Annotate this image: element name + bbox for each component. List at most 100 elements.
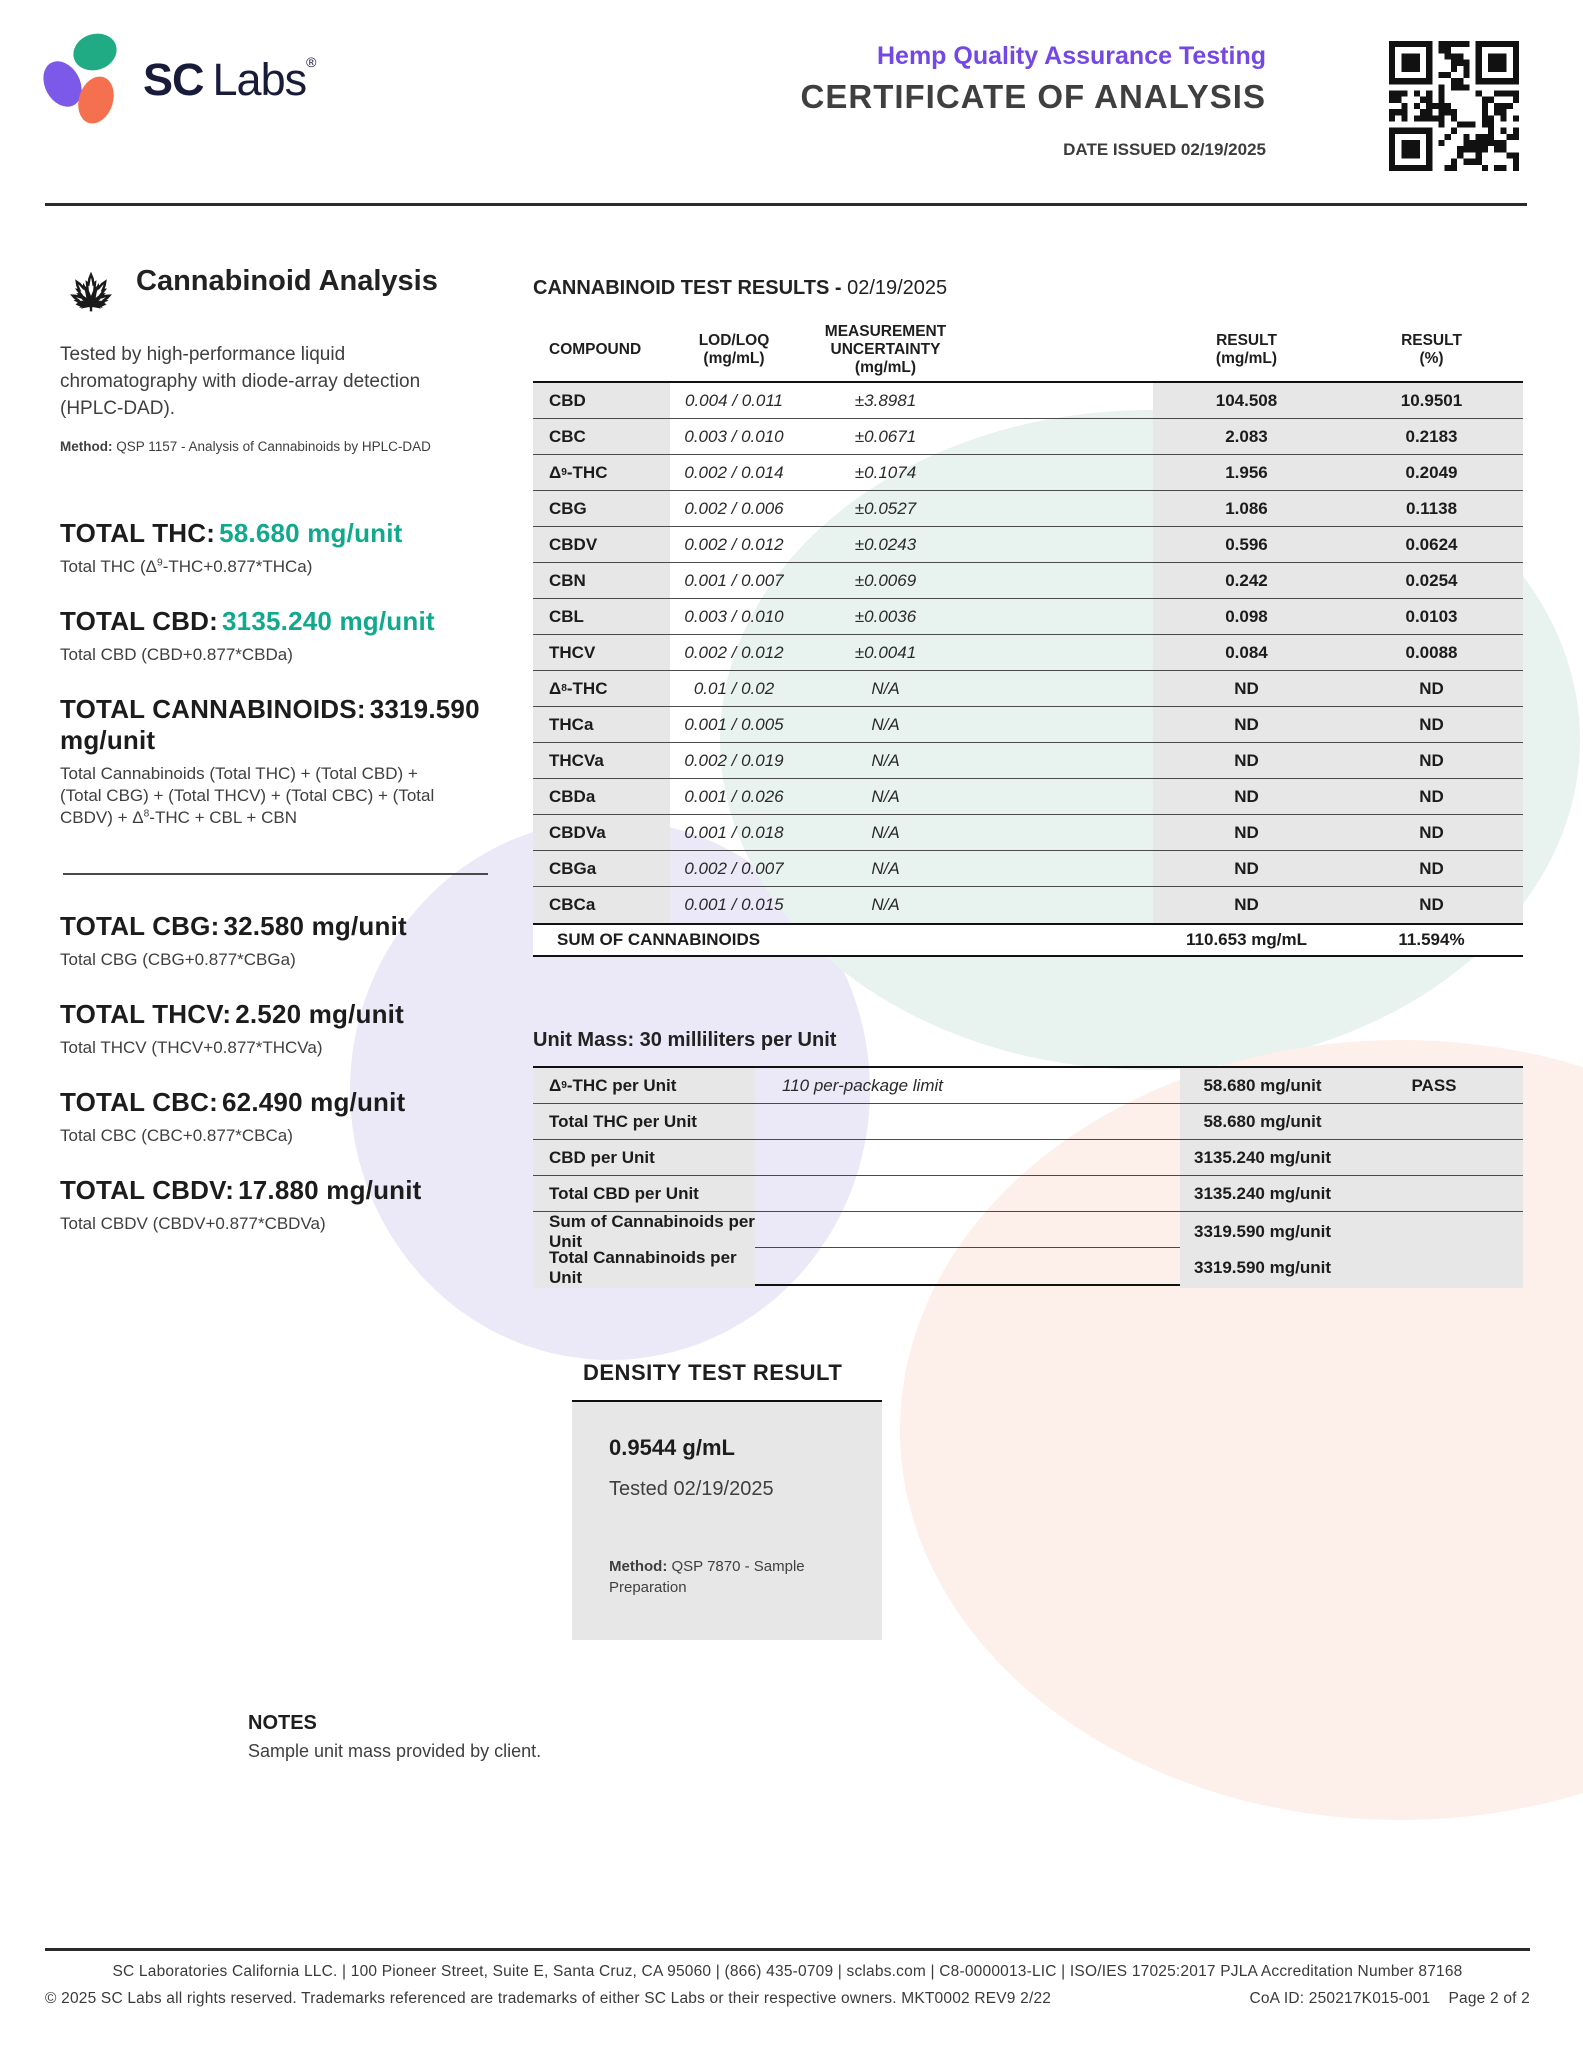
unit-label-cell: Δ 9 -THC per Unit [533,1068,755,1103]
unit-value-cell: 58.680 mg/unit [1180,1104,1345,1139]
result-row: CBDa 0.001 / 0.026 N/A ND ND [533,779,1523,815]
total-formula: Total CBC (CBC+0.877*CBCa) [60,1126,293,1145]
footer: SC Laboratories California LLC. | 100 Pi… [45,1948,1530,2008]
sclabs-logo-text: SC Labs® [143,54,316,106]
uncertainty-cell: ±0.0671 [854,426,917,446]
result-mg-cell: 1.086 [1153,491,1340,526]
spacer-cell [973,635,1153,670]
unit-status-cell [1345,1104,1523,1139]
spacer-cell [973,599,1153,634]
spacer-cell [973,815,1153,850]
lod-loq-cell: 0.002 / 0.007 [684,858,784,878]
total-heading: TOTAL CBG: 32.580 mg/unit [60,911,490,942]
column-header: LOD/LOQ (mg/mL) [698,332,770,367]
result-pct-cell: 10.9501 [1340,383,1523,418]
result-row: CBGa 0.002 / 0.007 N/A ND ND [533,851,1523,887]
sclabs-petals-icon [35,28,127,129]
total-value: 32.580 mg/unit [223,911,407,941]
sum-label: SUM OF CANNABINOIDS [557,930,761,949]
notes-section: NOTES Sample unit mass provided by clien… [248,1712,541,1762]
unit-label-cell: Total CBD per Unit [533,1176,755,1211]
total-heading: TOTAL THC: 58.680 mg/unit [60,518,490,549]
lod-loq-cell: 0.001 / 0.015 [684,895,784,914]
result-row: CBCa 0.001 / 0.015 N/A ND ND [533,887,1523,923]
result-pct-cell: ND [1340,851,1523,886]
result-row: Δ 9 -THC 0.002 / 0.014 ±0.1074 1.956 0.204… [533,455,1523,491]
compound-cell: THCa [533,707,670,742]
sclabs-logo: SC Labs® [35,28,316,129]
total-label: TOTAL THCV: [60,999,232,1029]
column-header: COMPOUND [549,341,642,358]
analysis-description: Tested by high-performance liquid chroma… [60,344,421,419]
column-header: RESULT (%) [1401,332,1462,367]
total-heading: TOTAL CBDV: 17.880 mg/unit [60,1175,490,1206]
lod-loq-cell: 0.001 / 0.026 [684,786,784,806]
coa-id: CoA ID: 250217K015-001 [1249,1990,1431,2007]
result-mg-cell: ND [1153,743,1340,778]
unit-limit-cell [755,1104,1180,1139]
document-title-block: Hemp Quality Assurance Testing CERTIFICA… [801,42,1266,160]
unit-value-cell: 3135.240 mg/unit [1180,1140,1345,1175]
total-summary: TOTAL CBDV: 17.880 mg/unit Total CBDV (CB… [60,1175,490,1235]
total-value: 3135.240 mg/unit [222,606,435,636]
section-title: Cannabinoid Analysis [136,264,438,297]
unit-mass-row: Total CBD per Unit 3135.240 mg/unit [533,1176,1523,1212]
unit-label-cell: CBD per Unit [533,1140,755,1175]
petal-green [68,28,122,76]
unit-limit-cell: 110 per-package limit [782,1075,943,1095]
cannabis-leaf-icon [70,274,112,315]
unit-mass-row: Δ 9 -THC per Unit 110 per-package limit 58… [533,1068,1523,1104]
total-value: 58.680 mg/unit [219,518,403,548]
result-mg-cell: 0.596 [1153,527,1340,562]
unit-mass-heading: Unit Mass: 30 milliliters per Unit [533,1029,837,1051]
method-label: Method: [609,1558,668,1575]
result-pct-cell: 0.0254 [1340,563,1523,598]
total-value: 17.880 mg/unit [238,1175,422,1205]
result-pct-cell: ND [1340,707,1523,742]
uncertainty-cell: N/A [871,678,900,698]
result-mg-cell: ND [1153,851,1340,886]
total-formula: Total THCV (THCV+0.877*THCVa) [60,1038,323,1057]
method-label: Method: [60,439,113,454]
uncertainty-cell: N/A [871,895,900,914]
uncertainty-cell: N/A [871,822,900,842]
lod-loq-cell: 0.002 / 0.006 [684,498,784,518]
result-pct-cell: 0.2049 [1340,455,1523,490]
spacer-cell [973,671,1153,706]
result-mg-cell: 2.083 [1153,419,1340,454]
sum-result-pct: 11.594% [1340,925,1523,955]
spacer-cell [973,527,1153,562]
total-summary: TOTAL CBG: 32.580 mg/unit Total CBG (CBG+… [60,911,490,971]
uncertainty-cell: ±0.0243 [854,534,917,554]
uncertainty-cell: N/A [871,714,900,734]
compound-cell: CBCa [533,887,670,923]
qr-code [1389,40,1519,172]
notes-text: Sample unit mass provided by client. [248,1741,542,1761]
footer-divider [45,1948,1530,1951]
unit-status-cell [1345,1248,1523,1288]
uncertainty-cell: N/A [871,750,900,770]
date-issued: DATE ISSUED 02/19/2025 [1063,140,1266,159]
lod-loq-cell: 0.003 / 0.010 [684,606,784,626]
unit-mass-row: Total Cannabinoids per Unit 3319.590 mg/… [533,1248,1523,1288]
spacer-cell [973,779,1153,814]
lod-loq-cell: 0.01 / 0.02 [693,678,775,698]
total-summary: TOTAL THCV: 2.520 mg/unit Total THCV (THC… [60,999,490,1059]
spacer-cell [973,887,1153,923]
results-heading-date: 02/19/2025 [847,277,948,299]
method-value: QSP 7870 - Sample Preparation [609,1558,805,1596]
results-column: CANNABINOID TEST RESULTS - 02/19/2025 CO… [533,277,1523,1640]
total-summary: TOTAL THC: 58.680 mg/unit Total THC (Δ9-T… [60,518,490,578]
total-heading: TOTAL CBD: 3135.240 mg/unit [60,606,490,637]
page-title: CERTIFICATE OF ANALYSIS [800,78,1266,115]
total-label: TOTAL CANNABINOIDS: [60,694,366,724]
lod-loq-cell: 0.002 / 0.012 [684,642,784,662]
result-pct-cell: ND [1340,671,1523,706]
footer-copyright: © 2025 SC Labs all rights reserved. Trad… [45,1990,1052,2007]
spacer-cell [973,419,1153,454]
sum-row: SUM OF CANNABINOIDS 110.653 mg/mL 11.594… [533,923,1523,957]
footer-contact-line: SC Laboratories California LLC. | 100 Pi… [112,1963,1463,1980]
sum-result-mg: 110.653 mg/mL [1153,925,1340,955]
footer-legal-line: © 2025 SC Labs all rights reserved. Trad… [45,1990,1530,2008]
